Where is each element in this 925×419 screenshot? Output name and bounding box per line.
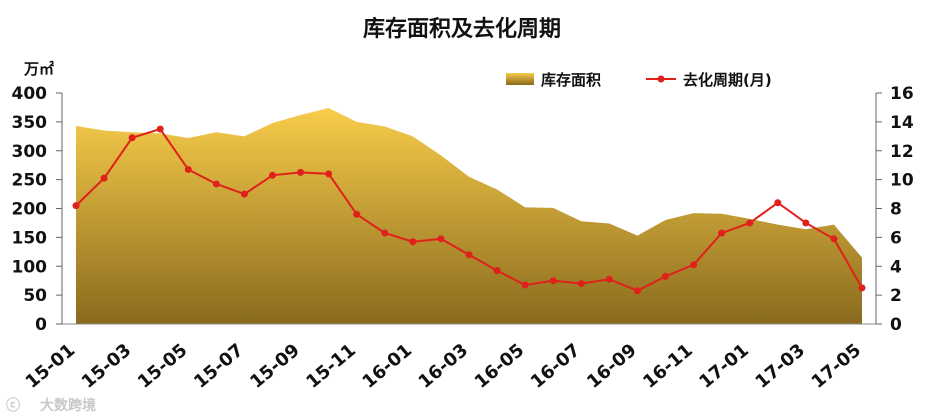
legend-swatch-marker (657, 75, 665, 83)
x-axis-tick-label: 16-11 (639, 340, 697, 393)
line-series-point (521, 281, 529, 289)
area-series-inventory (76, 108, 862, 324)
line-series-point (718, 229, 726, 237)
line-series-point (802, 219, 810, 227)
right-axis-tick-label: 8 (890, 200, 902, 220)
right-axis-tick-label: 4 (890, 257, 902, 277)
line-series-point (633, 287, 641, 295)
x-axis-tick-label: 15-11 (302, 340, 360, 393)
x-axis-tick-label: 16-01 (358, 340, 416, 393)
line-series-point (353, 210, 361, 218)
left-axis-tick-label: 50 (23, 286, 47, 306)
x-axis-tick-label: 15-05 (134, 340, 192, 393)
left-axis-unit: 万㎡ (23, 60, 54, 78)
watermark-text: 大数跨境 (40, 397, 96, 414)
line-series-point (465, 251, 473, 259)
x-axis-tick-label: 15-07 (190, 340, 248, 393)
line-series-point (100, 174, 108, 182)
left-axis-tick-label: 0 (35, 315, 47, 335)
left-axis-tick-label: 150 (12, 228, 48, 248)
line-series-point (128, 134, 136, 142)
x-axis-tick-label: 16-05 (471, 340, 529, 393)
right-axis-tick-label: 2 (890, 286, 902, 306)
plot-area: 0 50 100 150 200 250 300 350 400 0 2 4 6 8 10 12 14 16 15-… (12, 84, 914, 393)
watermark: ⓒ 大数跨境 (6, 397, 96, 414)
legend-label-line: 去化周期(月) (683, 71, 772, 89)
legend: 库存面积 去化周期(月) (506, 71, 772, 89)
x-axis-tick-label: 15-01 (22, 340, 80, 393)
left-axis-tick-label: 400 (12, 84, 48, 104)
line-series-point (493, 267, 501, 275)
x-axis-tick-label: 17-05 (808, 340, 866, 393)
chart-title: 库存面积及去化周期 (363, 16, 561, 42)
line-series-point (72, 202, 80, 210)
left-axis-tick-label: 350 (12, 113, 48, 133)
line-series-point (325, 170, 333, 178)
line-series-point (212, 180, 220, 188)
line-series-point (184, 166, 192, 174)
x-axis-tick-label: 15-03 (78, 340, 136, 393)
left-axis-tick-label: 200 (12, 200, 48, 220)
line-series-point (858, 284, 866, 292)
x-axis-tick-label: 16-09 (583, 340, 641, 393)
line-series-point (605, 275, 613, 283)
legend-swatch-area (506, 73, 534, 85)
line-series-point (409, 238, 417, 246)
line-series-point (240, 190, 248, 198)
right-axis-tick-label: 0 (890, 315, 902, 335)
right-axis-tick-label: 14 (890, 113, 914, 133)
right-axis-tick-label: 12 (890, 142, 914, 162)
line-series-point (437, 235, 445, 243)
line-series-point (690, 261, 698, 269)
line-series-point (549, 277, 557, 285)
line-series-point (577, 280, 585, 288)
left-axis-tick-label: 250 (12, 171, 48, 191)
line-series-point (746, 219, 754, 227)
x-axis-tick-label: 16-07 (527, 340, 585, 393)
line-series-point (381, 229, 389, 237)
x-axis-tick-label: 16-03 (415, 340, 473, 393)
left-axis-tick-label: 100 (12, 257, 48, 277)
legend-label-area: 库存面积 (541, 71, 601, 89)
left-axis-tick-label: 300 (12, 142, 48, 162)
x-axis-tick-label: 17-01 (695, 340, 753, 393)
right-axis-tick-label: 10 (890, 171, 914, 191)
right-axis-tick-label: 16 (890, 84, 914, 104)
line-series-point (269, 171, 276, 179)
line-series-point (830, 235, 838, 243)
line-series-point (297, 168, 305, 176)
right-axis-tick-label: 6 (890, 228, 902, 248)
x-axis-tick-label: 17-03 (751, 340, 809, 393)
watermark-icon: ⓒ (6, 397, 20, 414)
line-series-point (156, 125, 164, 133)
line-series-point (774, 199, 782, 207)
x-axis-tick-label: 15-09 (246, 340, 304, 393)
line-series-point (662, 272, 669, 280)
